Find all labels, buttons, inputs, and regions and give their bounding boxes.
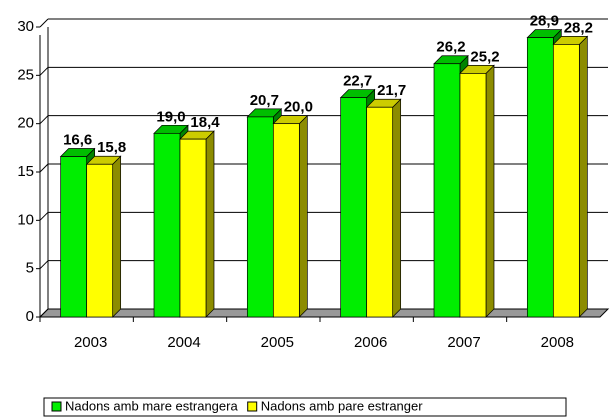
bar-front bbox=[86, 163, 114, 318]
value-label: 20,7 bbox=[250, 92, 279, 109]
bar-side bbox=[392, 98, 402, 318]
bar-front bbox=[272, 123, 300, 318]
value-label: 15,8 bbox=[97, 139, 126, 156]
x-tick-label: 2006 bbox=[354, 334, 387, 351]
grid-diag bbox=[39, 66, 49, 76]
grid-diag bbox=[39, 18, 49, 28]
legend-label: Nadons amb mare estrangera bbox=[65, 398, 238, 413]
bar-front bbox=[552, 44, 580, 318]
legend-box bbox=[43, 397, 567, 417]
grid-diag bbox=[39, 260, 49, 270]
bar-front bbox=[340, 97, 368, 318]
bar-front bbox=[433, 63, 461, 318]
value-label: 28,2 bbox=[564, 19, 593, 36]
bar bbox=[459, 64, 495, 318]
bar-front bbox=[459, 73, 487, 318]
x-tick-label: 2004 bbox=[167, 334, 200, 351]
bar-front bbox=[153, 132, 181, 318]
bar-front bbox=[526, 37, 554, 318]
bar-side bbox=[298, 114, 308, 318]
bar-front bbox=[246, 116, 274, 318]
y-tick-label: 20 bbox=[17, 115, 34, 132]
bar bbox=[365, 98, 402, 318]
x-tick-label: 2005 bbox=[261, 334, 294, 351]
x-tick-label: 2007 bbox=[447, 334, 480, 351]
grid-diag bbox=[39, 163, 49, 173]
bar-side bbox=[112, 155, 122, 318]
bar-front bbox=[60, 156, 88, 318]
floor bbox=[38, 308, 610, 318]
bar bbox=[552, 35, 589, 318]
value-label: 19,0 bbox=[156, 108, 185, 125]
legend-swatch bbox=[247, 401, 258, 412]
value-label: 21,7 bbox=[377, 82, 406, 99]
legend-label: Nadons amb pare estranger bbox=[261, 398, 424, 413]
y-tick-label: 10 bbox=[17, 211, 34, 228]
bar-side bbox=[578, 35, 588, 318]
value-label: 16,6 bbox=[63, 132, 92, 149]
value-label: 20,0 bbox=[284, 99, 313, 116]
legend-swatch bbox=[51, 401, 62, 412]
bar-front bbox=[179, 138, 207, 318]
value-label: 25,2 bbox=[470, 48, 499, 65]
grid-diag bbox=[39, 211, 49, 221]
legend: Nadons amb mare estrangera Nadons amb par… bbox=[43, 397, 567, 417]
y-tick-label: 30 bbox=[17, 18, 34, 35]
y-tick-label: 25 bbox=[17, 66, 34, 83]
bar-side bbox=[485, 64, 495, 318]
value-label: 18,4 bbox=[190, 114, 220, 131]
y-tick-label: 5 bbox=[26, 260, 34, 277]
bar-side bbox=[205, 130, 215, 318]
value-label: 22,7 bbox=[343, 73, 372, 90]
x-tick-label: 2008 bbox=[541, 334, 574, 351]
value-label: 28,9 bbox=[530, 13, 559, 30]
value-label: 26,2 bbox=[436, 39, 465, 56]
bar bbox=[179, 130, 215, 318]
x-tick-label: 2003 bbox=[74, 334, 107, 351]
bar bbox=[85, 155, 122, 318]
y-tick-label: 0 bbox=[26, 308, 34, 325]
y-tick-label: 15 bbox=[17, 163, 34, 180]
bar bbox=[272, 114, 309, 318]
grid-diag bbox=[39, 308, 49, 318]
bar-front bbox=[366, 106, 394, 318]
grid-diag bbox=[39, 115, 49, 125]
